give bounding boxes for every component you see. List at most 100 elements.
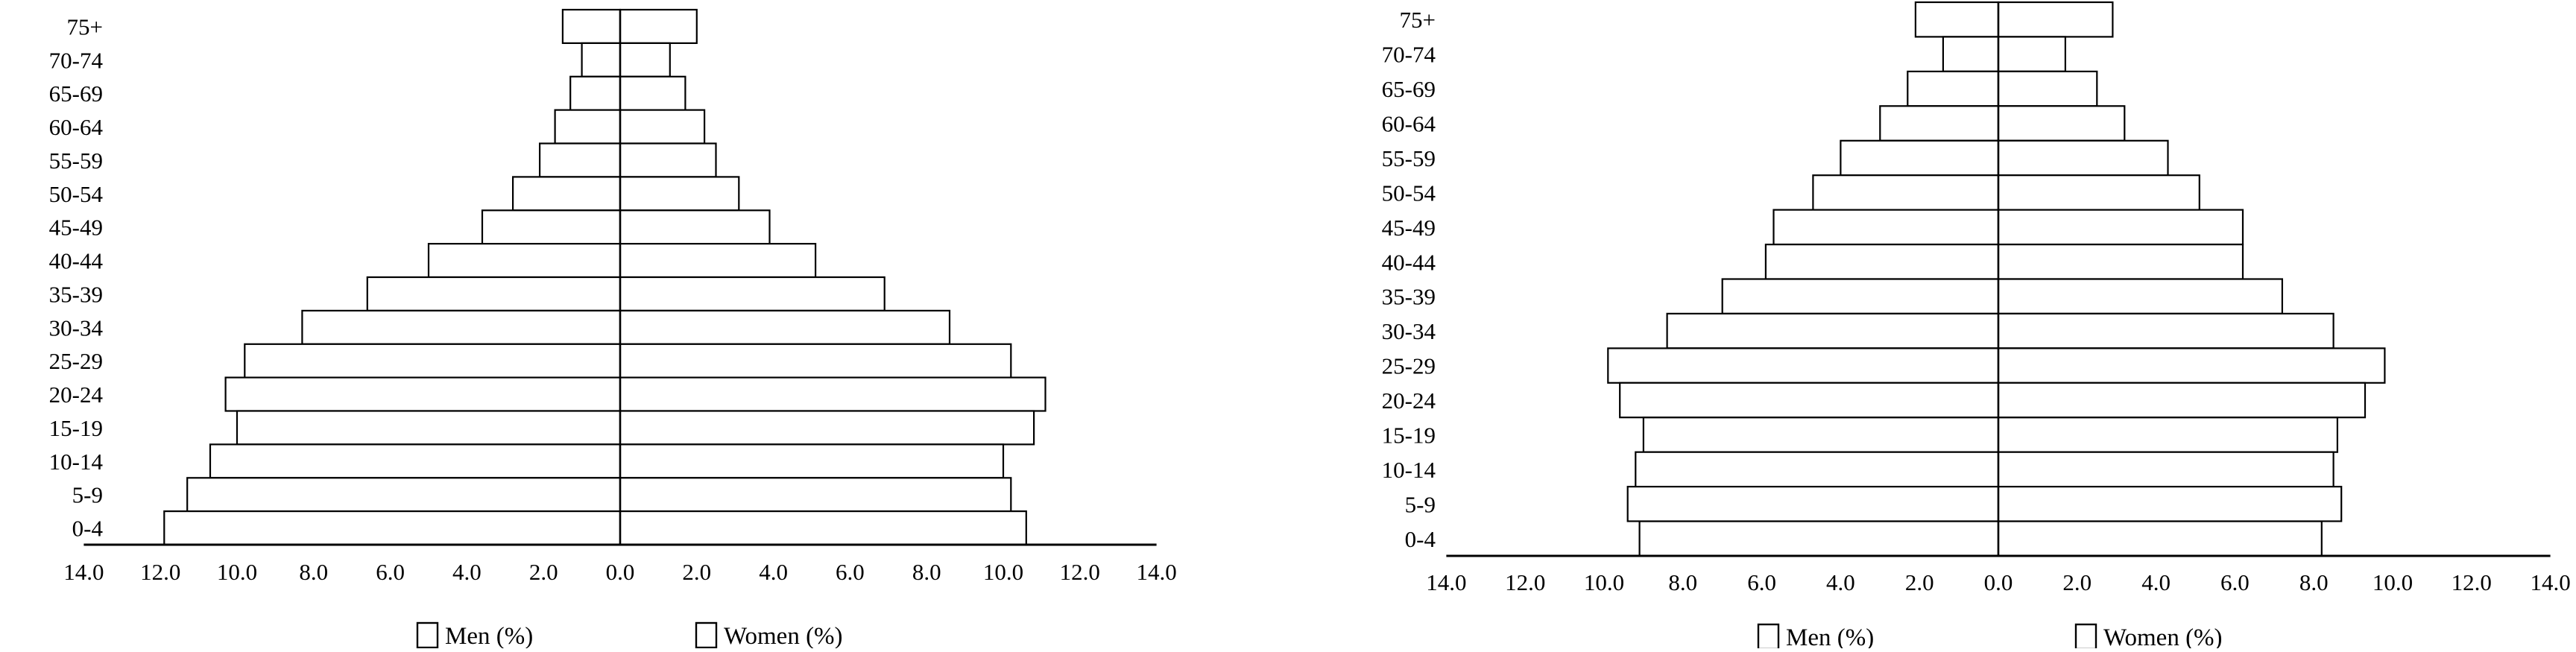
age-label-35-39: 35-39 xyxy=(1382,284,1436,310)
x-tick-label-9: 4.0 xyxy=(759,559,788,585)
legend-swatch-men xyxy=(1757,623,1780,651)
bar-women-30-34 xyxy=(619,309,951,345)
bar-women-25-29 xyxy=(619,343,1012,379)
bar-women-45-49 xyxy=(1997,209,2244,246)
bar-men-0-4 xyxy=(1638,520,2000,557)
bar-women-15-19 xyxy=(1997,417,2338,453)
bar-women-40-44 xyxy=(619,243,817,279)
bar-women-60-64 xyxy=(619,109,706,145)
bar-men-5-9 xyxy=(1626,485,2000,522)
age-label-60-64: 60-64 xyxy=(49,114,104,140)
bar-men-30-34 xyxy=(301,309,622,345)
x-tick-label-1: 12.0 xyxy=(1505,569,1545,595)
bar-women-35-39 xyxy=(1997,278,2283,315)
bar-men-50-54 xyxy=(1812,174,2000,211)
x-tick-label-3: 8.0 xyxy=(1668,569,1697,595)
age-label-20-24: 20-24 xyxy=(1382,387,1436,414)
bar-men-75+ xyxy=(1914,1,2000,38)
age-label-35-39: 35-39 xyxy=(49,281,103,307)
age-label-15-19: 15-19 xyxy=(1382,422,1436,448)
bar-women-50-54 xyxy=(1997,174,2200,211)
bar-men-5-9 xyxy=(186,477,622,513)
bar-women-60-64 xyxy=(1997,105,2126,142)
bar-women-50-54 xyxy=(619,176,740,212)
age-label-70-74: 70-74 xyxy=(1382,42,1436,68)
bar-women-70-74 xyxy=(1997,36,2067,72)
bar-women-5-9 xyxy=(1997,485,2343,522)
bar-men-15-19 xyxy=(236,410,622,446)
x-tick-label-9: 4.0 xyxy=(2141,569,2171,595)
x-tick-label-3: 8.0 xyxy=(299,559,328,585)
x-tick-label-7: 0.0 xyxy=(606,559,635,585)
x-tick-label-10: 6.0 xyxy=(836,559,865,585)
bar-men-20-24 xyxy=(1619,382,2000,419)
age-label-25-29: 25-29 xyxy=(1382,353,1436,379)
bar-women-45-49 xyxy=(619,209,771,245)
x-tick-label-8: 2.0 xyxy=(2062,569,2092,595)
bar-men-25-29 xyxy=(1607,347,2000,384)
age-label-30-34: 30-34 xyxy=(1382,318,1436,344)
age-label-5-9: 5-9 xyxy=(1405,491,1436,517)
age-label-40-44: 40-44 xyxy=(49,248,104,274)
x-tick-label-10: 6.0 xyxy=(2220,569,2250,595)
x-tick-label-5: 4.0 xyxy=(452,559,482,585)
bar-men-25-29 xyxy=(244,343,622,379)
x-tick-label-2: 10.0 xyxy=(217,559,257,585)
x-tick-label-6: 2.0 xyxy=(1905,569,1934,595)
bar-women-25-29 xyxy=(1997,347,2386,384)
bar-women-40-44 xyxy=(1997,244,2244,280)
bar-men-55-59 xyxy=(538,142,622,178)
bar-women-30-34 xyxy=(1997,312,2334,349)
bar-men-70-74 xyxy=(1942,36,2000,72)
bar-men-0-4 xyxy=(163,510,622,546)
bar-women-75+ xyxy=(619,8,698,45)
age-label-15-19: 15-19 xyxy=(49,415,103,441)
age-label-75+: 75+ xyxy=(67,13,103,39)
x-tick-label-1: 12.0 xyxy=(140,559,180,585)
age-label-50-54: 50-54 xyxy=(1382,180,1436,206)
bar-women-5-9 xyxy=(619,477,1012,513)
bar-women-65-69 xyxy=(1997,70,2098,107)
bar-women-20-24 xyxy=(619,376,1046,412)
bar-men-10-14 xyxy=(1635,451,2000,488)
age-label-70-74: 70-74 xyxy=(49,47,104,73)
age-label-55-59: 55-59 xyxy=(1382,145,1436,171)
bar-men-15-19 xyxy=(1642,417,2000,453)
bar-men-35-39 xyxy=(366,276,622,312)
bar-men-10-14 xyxy=(209,443,622,479)
x-tick-label-0: 14.0 xyxy=(1426,569,1466,595)
x-tick-label-6: 2.0 xyxy=(529,559,558,585)
x-tick-label-14: 14.0 xyxy=(1136,559,1176,585)
x-tick-label-12: 10.0 xyxy=(2373,569,2413,595)
x-tick-label-13: 12.0 xyxy=(1060,559,1100,585)
age-label-65-69: 65-69 xyxy=(1382,76,1436,102)
bar-men-50-54 xyxy=(511,176,622,212)
age-label-30-34: 30-34 xyxy=(49,314,104,341)
bar-women-20-24 xyxy=(1997,382,2367,419)
legend-swatch-women xyxy=(2074,623,2097,651)
bar-men-40-44 xyxy=(1764,244,2000,280)
age-label-40-44: 40-44 xyxy=(1382,249,1436,275)
bar-men-70-74 xyxy=(581,42,622,77)
age-label-25-29: 25-29 xyxy=(49,348,103,374)
bar-men-20-24 xyxy=(224,376,622,412)
x-tick-label-12: 10.0 xyxy=(983,559,1023,585)
x-tick-label-4: 6.0 xyxy=(376,559,405,585)
x-tick-label-13: 12.0 xyxy=(2452,569,2492,595)
legend-swatch-men xyxy=(416,621,439,649)
age-label-65-69: 65-69 xyxy=(49,80,103,107)
bar-men-30-34 xyxy=(1666,312,2000,349)
bar-men-45-49 xyxy=(1772,209,2000,246)
age-label-50-54: 50-54 xyxy=(49,181,104,207)
bar-men-45-49 xyxy=(481,209,622,245)
bar-women-10-14 xyxy=(619,443,1005,479)
pyramid-chart-right: 75+ 70-74 65-69 60-64 55-59 50-54 45-49 40-44 35… xyxy=(1382,1,2571,651)
x-tick-label-0: 14.0 xyxy=(63,559,104,585)
bar-men-40-44 xyxy=(427,243,622,279)
bar-men-65-69 xyxy=(1907,70,2000,107)
bar-men-65-69 xyxy=(569,75,622,111)
age-label-55-59: 55-59 xyxy=(49,148,103,174)
bar-women-15-19 xyxy=(619,410,1035,446)
x-tick-label-11: 8.0 xyxy=(912,559,941,585)
